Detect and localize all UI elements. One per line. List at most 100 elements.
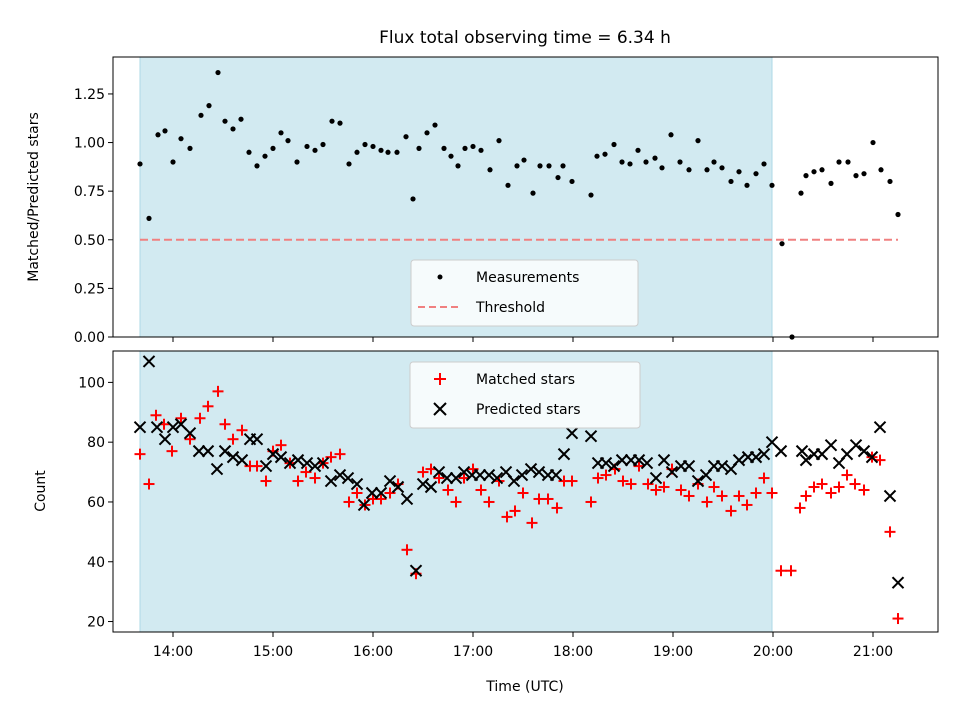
predicted-star-point — [291, 453, 305, 467]
matched-star-point — [785, 565, 797, 577]
predicted-star-point — [682, 459, 696, 473]
measurement-point — [294, 159, 300, 165]
matched-star-point — [194, 412, 206, 424]
measurement-point — [394, 149, 400, 155]
matched-star-point — [260, 475, 272, 487]
legend-label-predicted: Predicted stars — [476, 402, 581, 418]
matched-star-point — [292, 475, 304, 487]
matched-star-point — [617, 475, 629, 487]
top-panel: 0.00 0.25 0.50 0.75 1.00 1.25 Matched/Predict… — [26, 56, 939, 346]
matched-star-point — [275, 439, 287, 451]
legend-predicted-marker — [433, 402, 447, 416]
measurement-point — [521, 157, 527, 163]
predicted-star-point — [490, 471, 504, 485]
bottom-panel: 20 40 60 80 100 14:00 15:00 16:00 17:00 18:00 19:… — [33, 350, 939, 695]
measurement-point — [146, 215, 152, 221]
predicted-star-point — [774, 444, 788, 458]
bottom-legend: Matched stars Predicted stars — [409, 361, 641, 429]
x-tick-label: 21:00 — [853, 644, 893, 660]
predicted-star-point — [883, 489, 897, 503]
top-y-axis-ticks: 0.00 0.25 0.50 0.75 1.00 1.25 — [74, 87, 113, 346]
measurement-point — [652, 155, 658, 161]
measurement-point — [870, 139, 876, 146]
predicted-star-point — [665, 465, 679, 479]
matched-star-point — [251, 460, 263, 472]
predicted-star-point — [400, 492, 414, 506]
measurement-point — [385, 149, 391, 155]
predicted-star-point — [632, 453, 646, 467]
predicted-star-point — [409, 564, 423, 577]
measurement-point — [627, 161, 633, 167]
bottom-y-tick-label: 80 — [87, 435, 105, 451]
chart-title: Flux total observing time = 6.34 h — [379, 28, 671, 48]
matched-star-point — [401, 544, 413, 556]
predicted-star-point — [357, 498, 371, 512]
predicted-star-point — [266, 447, 280, 461]
matched-star-point — [325, 451, 337, 463]
bottom-y-tick-label: 20 — [87, 615, 105, 631]
measurement-point — [711, 159, 717, 165]
predicted-star-point — [235, 453, 249, 467]
measurement-point — [278, 130, 284, 136]
measurement-point — [514, 163, 520, 169]
matched-star-point — [227, 433, 239, 445]
predicted-star-point — [226, 450, 240, 464]
predicted-star-point — [341, 471, 355, 485]
predicted-star-point — [799, 453, 813, 467]
measurement-point — [819, 167, 825, 173]
measurement-point — [187, 145, 193, 151]
matched-star-point — [741, 499, 753, 511]
predicted-star-point — [424, 480, 438, 494]
measurement-point — [403, 134, 409, 140]
measurement-point — [178, 136, 184, 142]
predicted-star-point — [795, 444, 809, 458]
predicted-star-point — [865, 450, 879, 464]
matched-star-point — [542, 493, 554, 505]
measurement-point — [155, 132, 161, 138]
measurement-point — [478, 147, 484, 153]
top-y-tick-label: 0.75 — [74, 184, 105, 200]
matched-star-point — [816, 478, 828, 490]
matched-star-point — [833, 481, 845, 493]
measurement-point — [378, 147, 384, 153]
predicted-star-point — [549, 468, 563, 482]
matched-star-point — [483, 496, 495, 508]
measurement-point — [455, 163, 461, 169]
bottom-y-axis-label: Count — [33, 470, 49, 512]
legend-label-matched: Matched stars — [476, 372, 575, 388]
predicted-star-point — [732, 453, 746, 467]
measurement-point — [215, 69, 221, 76]
measurement-point — [704, 167, 710, 173]
legend-matched-marker — [434, 373, 446, 385]
matched-star-point — [566, 475, 578, 487]
measurement-point — [246, 149, 252, 155]
matched-star-point — [725, 505, 737, 517]
predicted-star-point — [607, 459, 621, 473]
measurement-point — [811, 169, 817, 175]
bottom-y-tick-label: 60 — [87, 495, 105, 511]
matched-star-point — [841, 469, 853, 481]
predicted-star-point — [524, 462, 538, 476]
top-y-tick-label: 0.50 — [74, 233, 105, 249]
measurement-point — [362, 141, 368, 148]
measurement-point — [410, 196, 416, 202]
measurement-point — [861, 171, 867, 177]
matched-star-point — [202, 400, 214, 412]
predicted-star-point — [218, 444, 232, 458]
predicted-star-point — [440, 471, 454, 485]
measurement-point — [320, 141, 326, 148]
matched-star-point — [551, 502, 563, 514]
measurement-point — [162, 128, 168, 134]
bottom-x-axis-ticks: 14:00 15:00 16:00 17:00 18:00 19:00 20:00 21:00 — [153, 632, 893, 660]
predicted-star-point — [891, 576, 905, 589]
measurement-point — [505, 182, 511, 188]
measurement-point — [560, 163, 566, 169]
predicted-star-point — [391, 480, 405, 494]
measurement-point — [137, 161, 143, 167]
predicted-star-point — [873, 421, 887, 434]
predicted-star-point — [482, 468, 496, 482]
matched-star-point — [134, 448, 146, 460]
predicted-star-point — [584, 429, 598, 443]
measurement-point — [448, 153, 454, 159]
measurement-point — [346, 161, 352, 167]
